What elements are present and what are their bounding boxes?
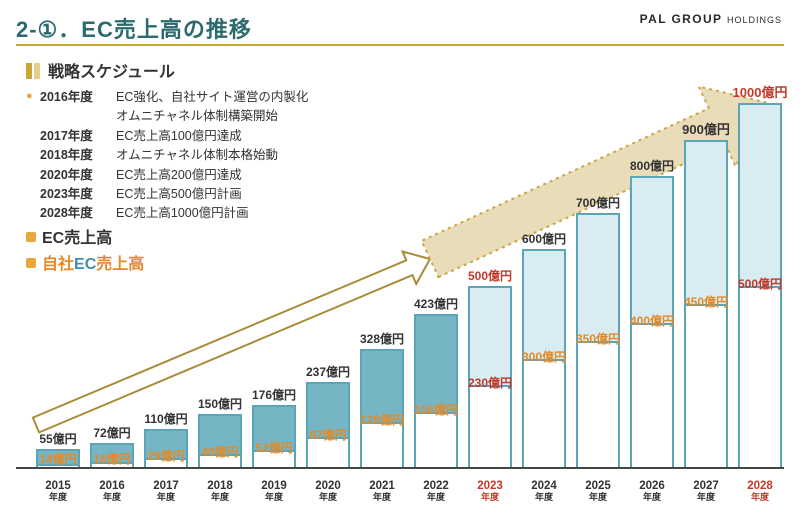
x-axis bbox=[16, 467, 784, 469]
bar-group: 1000億円500億円 bbox=[738, 103, 782, 469]
value-total: 1000億円 bbox=[733, 82, 788, 101]
company-logo-text: PAL GROUP HOLDINGS bbox=[640, 12, 782, 26]
value-own: 52億円 bbox=[255, 439, 292, 456]
x-label: 2016年度 bbox=[99, 480, 125, 503]
value-own: 40億円 bbox=[201, 443, 238, 460]
x-label: 2021年度 bbox=[369, 480, 395, 503]
bar-own bbox=[738, 286, 782, 469]
value-own: 18億円 bbox=[93, 450, 130, 467]
value-own: 230億円 bbox=[468, 374, 512, 391]
bar-group: 900億円 450億円 bbox=[684, 103, 728, 469]
bar-own bbox=[684, 304, 728, 469]
bar-own bbox=[576, 341, 620, 469]
slide-root: 2-①．EC売上高の推移 PAL GROUP HOLDINGS 戦略スケジュール… bbox=[0, 0, 800, 509]
value-total: 423億円 bbox=[414, 295, 458, 312]
value-total: 900億円 bbox=[682, 119, 730, 138]
company-suffix: HOLDINGS bbox=[727, 15, 782, 25]
x-label: 2024年度 bbox=[531, 480, 557, 503]
value-own: 87億円 bbox=[309, 426, 346, 443]
chart: 55億円 14億円 72億円 18億円 110億円 29億円 150億円 40億円 176億円 5… bbox=[16, 63, 784, 503]
bar-own bbox=[414, 412, 458, 469]
bar-group: 55億円 14億円 bbox=[36, 103, 80, 469]
x-label: 2020年度 bbox=[315, 480, 341, 503]
x-label: 2022年度 bbox=[423, 480, 449, 503]
value-own: 450億円 bbox=[684, 293, 728, 310]
bar-own bbox=[360, 422, 404, 469]
value-total: 55億円 bbox=[39, 430, 76, 447]
title-underline bbox=[16, 44, 784, 46]
x-label: 2019年度 bbox=[261, 480, 287, 503]
value-total: 700億円 bbox=[576, 194, 620, 211]
x-label: 2015年度 bbox=[45, 480, 71, 503]
value-total: 110億円 bbox=[144, 410, 187, 427]
value-total: 150億円 bbox=[198, 395, 242, 412]
value-total: 800億円 bbox=[630, 157, 674, 174]
x-label: 2026年度 bbox=[639, 480, 665, 503]
x-label: 2028年度 bbox=[747, 480, 773, 503]
x-label: 2023年度 bbox=[477, 480, 503, 503]
bar-group: 500億円 230億円 bbox=[468, 103, 512, 469]
x-label: 2025年度 bbox=[585, 480, 611, 503]
bar-group: 110億円 29億円 bbox=[144, 103, 188, 469]
value-total: 328億円 bbox=[360, 330, 404, 347]
bar-group: 800億円 400億円 bbox=[630, 103, 674, 469]
x-label: 2018年度 bbox=[207, 480, 233, 503]
bar-own bbox=[630, 323, 674, 469]
value-own: 156億円 bbox=[414, 401, 458, 418]
x-label: 2027年度 bbox=[693, 480, 719, 503]
bar-own bbox=[468, 385, 512, 469]
bar-group: 237億円 87億円 bbox=[306, 103, 350, 469]
value-total: 237億円 bbox=[306, 363, 350, 380]
bar-group: 72億円 18億円 bbox=[90, 103, 134, 469]
value-total: 176億円 bbox=[252, 386, 296, 403]
bar-own bbox=[522, 359, 566, 469]
value-own: 350億円 bbox=[576, 330, 620, 347]
bar-group: 150億円 40億円 bbox=[198, 103, 242, 469]
value-own: 500億円 bbox=[738, 275, 782, 292]
value-own: 400億円 bbox=[630, 312, 674, 329]
bar-group: 176億円 52億円 bbox=[252, 103, 296, 469]
plot-area: 55億円 14億円 72億円 18億円 110億円 29億円 150億円 40億円 176億円 5… bbox=[16, 103, 784, 469]
value-own: 300億円 bbox=[522, 348, 566, 365]
bar-group: 700億円 350億円 bbox=[576, 103, 620, 469]
x-labels: 2015年度 2016年度 2017年度 2018年度 2019年度 2020年度 2021… bbox=[16, 471, 784, 503]
company-name: PAL GROUP bbox=[640, 12, 723, 26]
value-total: 500億円 bbox=[468, 267, 512, 284]
bar-group: 423億円 156億円 bbox=[414, 103, 458, 469]
value-own: 14億円 bbox=[39, 450, 76, 467]
value-total: 72億円 bbox=[93, 424, 130, 441]
bar-group: 600億円 300億円 bbox=[522, 103, 566, 469]
bar-group: 328億円 128億円 bbox=[360, 103, 404, 469]
x-label: 2017年度 bbox=[153, 480, 179, 503]
value-own: 29億円 bbox=[147, 447, 184, 464]
value-own: 128億円 bbox=[360, 411, 404, 428]
value-total: 600億円 bbox=[522, 230, 566, 247]
